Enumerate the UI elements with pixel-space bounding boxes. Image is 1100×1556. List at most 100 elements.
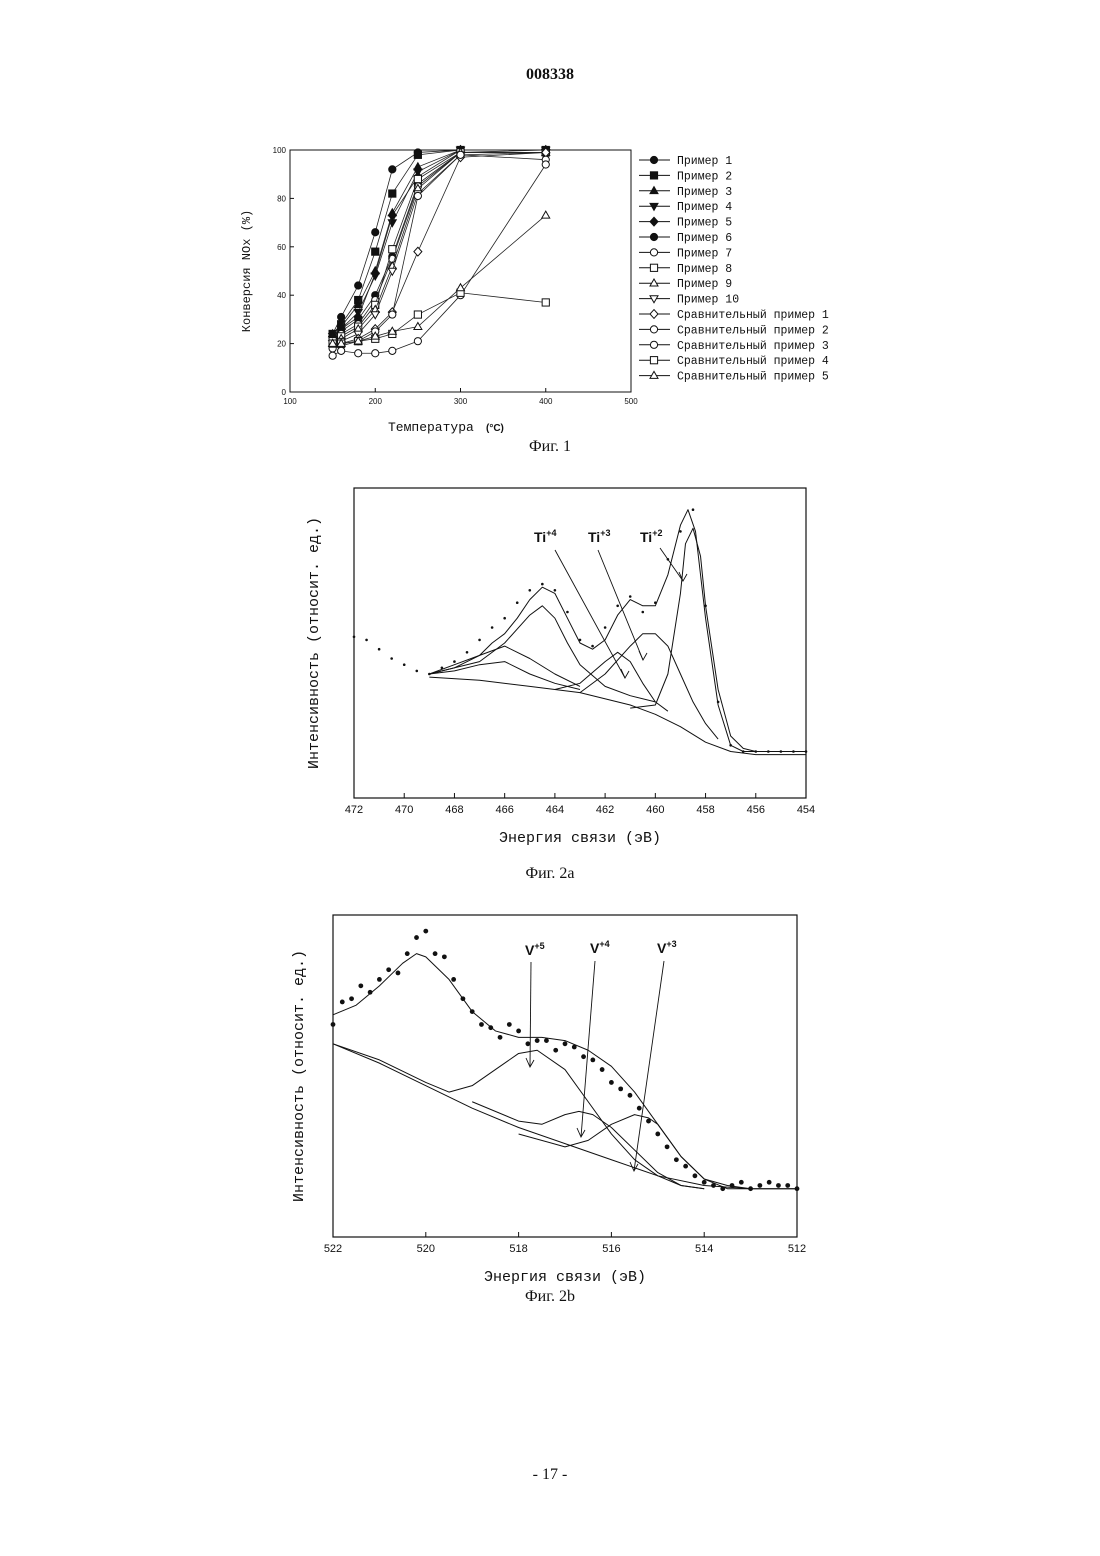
x-tick-label: 520: [417, 1243, 435, 1255]
data-point: [535, 1038, 540, 1043]
document-number: 008338: [0, 66, 1100, 84]
data-point: [329, 352, 336, 359]
data-point: [355, 350, 362, 357]
data-point: [541, 583, 544, 586]
data-point: [396, 971, 401, 976]
legend-marker: [650, 326, 657, 333]
data-point: [405, 951, 410, 956]
data-point: [433, 951, 438, 956]
data-point: [516, 1029, 521, 1034]
legend-label: Пример 1: [677, 155, 732, 168]
data-point: [542, 211, 550, 218]
data-point: [414, 151, 421, 158]
legend-marker: [650, 172, 657, 179]
data-point: [358, 983, 363, 988]
data-point: [683, 1164, 688, 1169]
data-point: [503, 617, 506, 620]
legend-label: Сравнительный пример 4: [677, 355, 829, 368]
y-tick-label: 20: [277, 340, 286, 349]
series-3: Пример 3: [329, 146, 733, 337]
fit-curve: [429, 646, 580, 686]
x-axis-label: Температура: [388, 420, 474, 435]
data-point: [544, 1038, 549, 1043]
series-component-2: [472, 1102, 704, 1189]
annotation-arrow: [598, 550, 643, 660]
annotation-label: Ti+2: [640, 528, 662, 545]
figure-2a-caption: Фиг. 2a: [0, 865, 1100, 883]
data-point: [776, 1183, 781, 1188]
data-point: [609, 1080, 614, 1085]
legend-marker: [650, 249, 657, 256]
data-point: [331, 1022, 336, 1027]
data-point: [767, 1180, 772, 1185]
data-point: [665, 1144, 670, 1149]
data-point: [355, 282, 362, 289]
data-point: [388, 211, 396, 220]
data-point: [414, 192, 421, 199]
series-11: Сравнительный пример 1: [329, 148, 829, 350]
data-point: [542, 299, 549, 306]
legend-marker: [650, 156, 657, 163]
x-tick-label: 400: [539, 397, 553, 406]
data-point: [457, 151, 464, 158]
data-point: [525, 1041, 530, 1046]
data-point: [566, 611, 569, 614]
annotation-label: V+5: [525, 941, 545, 958]
figure-1-caption: Фиг. 1: [0, 438, 1100, 456]
series-envelope: [429, 510, 806, 752]
fit-curve: [429, 510, 806, 752]
fit-curve: [555, 652, 668, 711]
series-component-2: [429, 646, 580, 686]
data-point: [655, 1132, 660, 1137]
data-point: [479, 1022, 484, 1027]
y-tick-label: 100: [273, 146, 287, 155]
series-2: Пример 2: [329, 146, 732, 337]
data-point: [414, 175, 421, 182]
x-tick-label: 522: [324, 1243, 342, 1255]
data-point: [389, 347, 396, 354]
data-point: [616, 605, 619, 608]
series-component-5: [580, 634, 718, 739]
annotation-label: Ti+4: [534, 528, 556, 545]
data-point: [739, 1180, 744, 1185]
data-point: [389, 311, 396, 318]
data-point: [702, 1180, 707, 1185]
data-point: [349, 996, 354, 1001]
y-tick-label: 60: [277, 243, 286, 252]
legend-marker: [650, 310, 658, 319]
annotation-label: V+4: [590, 939, 610, 956]
legend-label: Пример 7: [677, 247, 732, 260]
data-point: [372, 248, 379, 255]
x-tick-label: 454: [797, 804, 815, 816]
data-point: [600, 1067, 605, 1072]
figure-2b-caption: Фиг. 2b: [0, 1288, 1100, 1306]
legend-marker: [650, 187, 658, 194]
fit-curve: [630, 528, 756, 751]
fit-curve: [580, 634, 718, 739]
data-point: [604, 626, 607, 629]
series-line: [333, 215, 546, 343]
data-point: [637, 1106, 642, 1111]
y-axis-label: Интенсивность (относит. ед.): [291, 950, 308, 1202]
annotation-arrow: [634, 961, 664, 1171]
data-point: [451, 977, 456, 982]
annotation-arrow: [581, 961, 595, 1137]
data-point: [372, 350, 379, 357]
data-point: [618, 1086, 623, 1091]
x-tick-label: 466: [495, 804, 513, 816]
figure-2a-chart: 472470468466464462460458456454Интенсивно…: [300, 480, 830, 860]
x-axis-label: Энергия связи (эВ): [499, 830, 661, 847]
annotation-label: Ti+3: [588, 528, 610, 545]
data-point: [338, 347, 345, 354]
y-axis-label: Интенсивность (относит. ед.): [306, 517, 323, 769]
data-point: [674, 1157, 679, 1162]
legend-label: Сравнительный пример 3: [677, 340, 829, 353]
y-tick-label: 0: [282, 388, 287, 397]
x-tick-label: 500: [624, 397, 638, 406]
legend-marker: [650, 217, 658, 226]
plot-frame: [290, 150, 631, 392]
x-tick-label: 464: [546, 804, 564, 816]
x-tick-label: 512: [788, 1243, 806, 1255]
x-tick-label: 462: [596, 804, 614, 816]
y-axis-label: Конверсия NOx (%): [240, 210, 254, 332]
